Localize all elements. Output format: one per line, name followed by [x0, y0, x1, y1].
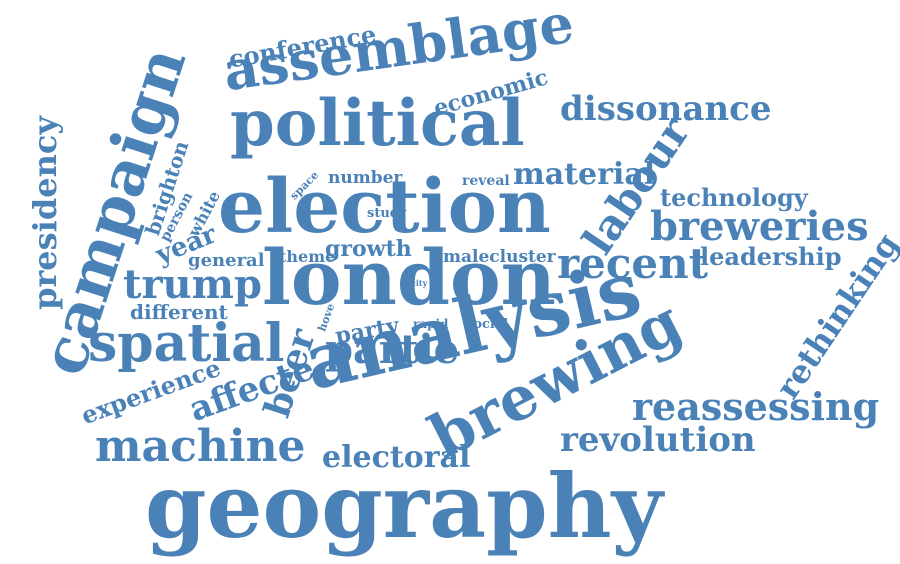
word-political: political [230, 86, 525, 161]
word-spatial: spatial [88, 313, 285, 374]
word-london: london [262, 233, 556, 322]
word-growth: growth [325, 236, 412, 262]
word-breweries: breweries [650, 203, 869, 250]
word-material: material [513, 157, 656, 192]
word-electoral: electoral [322, 440, 471, 475]
word-number: number [328, 168, 403, 188]
word-machine: machine [95, 421, 306, 472]
word-different: different [130, 300, 228, 324]
word-presidency: presidency [25, 116, 64, 310]
word-leadership: leadership [700, 242, 842, 271]
word-city: city [411, 278, 428, 288]
word-partie: partie [325, 326, 460, 373]
word-election: election [218, 164, 551, 250]
word-social: social [466, 317, 509, 332]
word-study: study [367, 206, 407, 221]
word-geography: geography [145, 454, 663, 558]
word-reveal: reveal [462, 173, 510, 189]
word-general: general [188, 250, 265, 271]
word-dissonance: dissonance [560, 89, 772, 129]
word-revolution: revolution [560, 420, 756, 460]
word-trump: trump [123, 261, 262, 308]
word-technology: technology [660, 183, 808, 212]
word-theme: theme [279, 247, 336, 266]
word-malecluster: malecluster [443, 247, 556, 267]
word-rapid: rapid [413, 317, 449, 331]
word-recent: recent [557, 239, 709, 288]
word-reassessing: reassessing [632, 384, 880, 429]
